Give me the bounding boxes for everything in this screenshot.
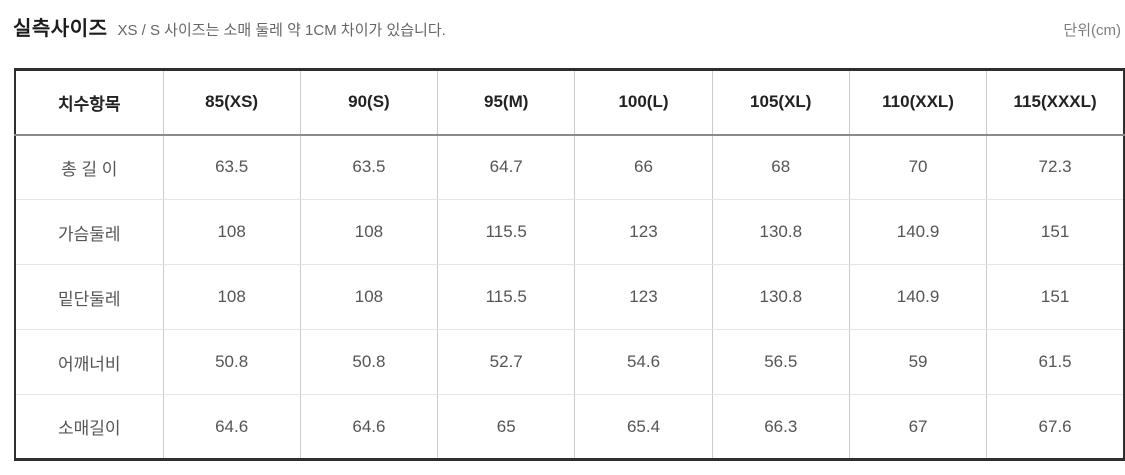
measurement-value: 108 — [299, 199, 439, 265]
row-label: 소매길이 — [14, 394, 164, 460]
table-row: 총 길 이 63.5 63.5 64.7 66 68 70 72.3 — [14, 134, 1125, 200]
measurement-value: 64.6 — [299, 394, 439, 460]
measurement-value: 115.5 — [437, 199, 576, 265]
column-header-size: 90(S) — [299, 69, 439, 136]
measurement-value: 151 — [986, 199, 1125, 265]
column-header-size: 110(XXL) — [848, 69, 988, 136]
measurement-value: 50.8 — [162, 329, 301, 395]
measurement-value: 108 — [299, 264, 439, 330]
measurement-value: 65.4 — [574, 394, 713, 460]
measurement-value: 64.7 — [437, 134, 576, 200]
measurement-value: 123 — [574, 264, 713, 330]
measurement-value: 67.6 — [986, 394, 1125, 460]
page-title: 실측사이즈 — [13, 18, 108, 40]
measurement-value: 115.5 — [437, 264, 576, 330]
column-header-size: 85(XS) — [162, 69, 301, 136]
measurement-value: 130.8 — [711, 264, 850, 330]
measurement-value: 64.6 — [162, 394, 301, 460]
measurement-value: 140.9 — [848, 264, 988, 330]
size-table-wrap: 치수항목 85(XS) 90(S) 95(M) 100(L) 105(XL) 110(XXL… — [14, 68, 1125, 461]
size-table-body: 총 길 이 63.5 63.5 64.7 66 68 70 72.3 가슴둘레 108 108 115… — [14, 134, 1125, 460]
measurement-value: 67 — [848, 394, 988, 460]
measurement-value: 66.3 — [711, 394, 850, 460]
measurement-value: 72.3 — [986, 134, 1125, 200]
column-header-item: 치수항목 — [14, 69, 164, 136]
size-table: 치수항목 85(XS) 90(S) 95(M) 100(L) 105(XL) 110(XXL… — [14, 68, 1125, 461]
header-bar: 실측사이즈 XS / S 사이즈는 소매 둘레 약 1CM 차이가 있습니다. … — [0, 0, 1125, 41]
column-header-size: 115(XXXL) — [986, 69, 1125, 136]
measurement-value: 56.5 — [711, 329, 850, 395]
measurement-value: 61.5 — [986, 329, 1125, 395]
measurement-value: 59 — [848, 329, 988, 395]
table-row: 가슴둘레 108 108 115.5 123 130.8 140.9 151 — [14, 199, 1125, 265]
column-header-size: 95(M) — [437, 69, 576, 136]
measurement-value: 108 — [162, 264, 301, 330]
column-header-size: 105(XL) — [711, 69, 850, 136]
measurement-value: 151 — [986, 264, 1125, 330]
measurement-value: 70 — [848, 134, 988, 200]
measurement-value: 63.5 — [299, 134, 439, 200]
unit-label: 단위(cm) — [1063, 22, 1121, 39]
measurement-value: 123 — [574, 199, 713, 265]
page-subtitle: XS / S 사이즈는 소매 둘레 약 1CM 차이가 있습니다. — [117, 22, 446, 39]
measurement-value: 66 — [574, 134, 713, 200]
row-label: 어깨너비 — [14, 329, 164, 395]
measurement-value: 140.9 — [848, 199, 988, 265]
row-label: 가슴둘레 — [14, 199, 164, 265]
measurement-value: 130.8 — [711, 199, 850, 265]
table-row: 밑단둘레 108 108 115.5 123 130.8 140.9 151 — [14, 264, 1125, 330]
measurement-value: 50.8 — [299, 329, 439, 395]
measurement-value: 108 — [162, 199, 301, 265]
column-header-size: 100(L) — [574, 69, 713, 136]
measurement-value: 52.7 — [437, 329, 576, 395]
table-row: 어깨너비 50.8 50.8 52.7 54.6 56.5 59 61.5 — [14, 329, 1125, 395]
measurement-value: 63.5 — [162, 134, 301, 200]
row-label: 밑단둘레 — [14, 264, 164, 330]
row-label: 총 길 이 — [14, 134, 164, 200]
size-table-header-row: 치수항목 85(XS) 90(S) 95(M) 100(L) 105(XL) 110(XXL… — [14, 69, 1125, 136]
measurement-value: 68 — [711, 134, 850, 200]
measurement-value: 54.6 — [574, 329, 713, 395]
size-table-head: 치수항목 85(XS) 90(S) 95(M) 100(L) 105(XL) 110(XXL… — [14, 69, 1125, 136]
measurement-value: 65 — [437, 394, 576, 460]
table-row: 소매길이 64.6 64.6 65 65.4 66.3 67 67.6 — [14, 394, 1125, 460]
